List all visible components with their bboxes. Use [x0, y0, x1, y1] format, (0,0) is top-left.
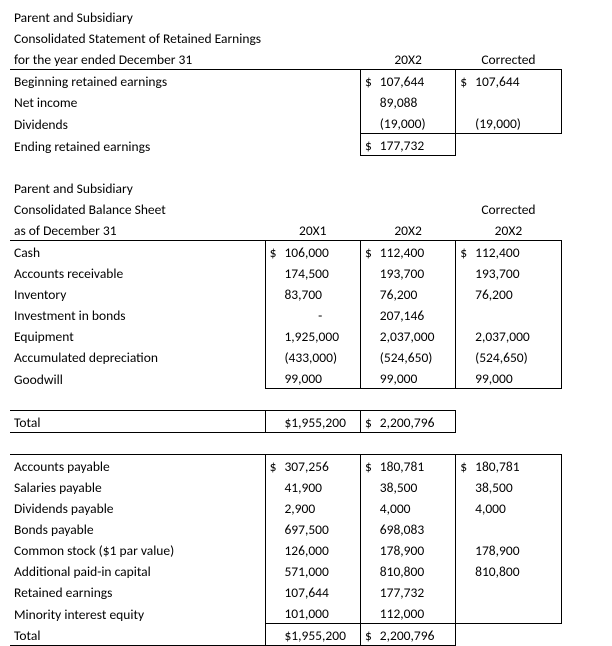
re-title1: Parent and Subsidiary: [10, 6, 265, 27]
re-r2-label: Net income: [10, 91, 265, 112]
re-r1-label: Beginning retained earnings: [10, 70, 265, 92]
bs-title1: Parent and Subsidiary: [10, 177, 265, 198]
re-title3: for the year ended December 31: [10, 48, 265, 70]
financials-table: Parent and Subsidiary Consolidated State…: [10, 6, 571, 646]
bs-h-corr2: 20X2: [456, 219, 561, 241]
re-r3-label: Dividends: [10, 112, 265, 134]
bs-h-20x2: 20X2: [360, 219, 455, 241]
re-h-20x2: 20X2: [360, 48, 455, 70]
bs-h-corr: Corrected: [456, 198, 561, 219]
bs-h-20x1: 20X1: [265, 219, 360, 241]
bs-title3: as of December 31: [10, 219, 265, 241]
re-title2: Consolidated Statement of Retained Earni…: [10, 27, 265, 48]
bs-title2: Consolidated Balance Sheet: [10, 198, 265, 219]
re-r4-label: Ending retained earnings: [10, 134, 265, 156]
re-h-corr: Corrected: [456, 48, 561, 70]
